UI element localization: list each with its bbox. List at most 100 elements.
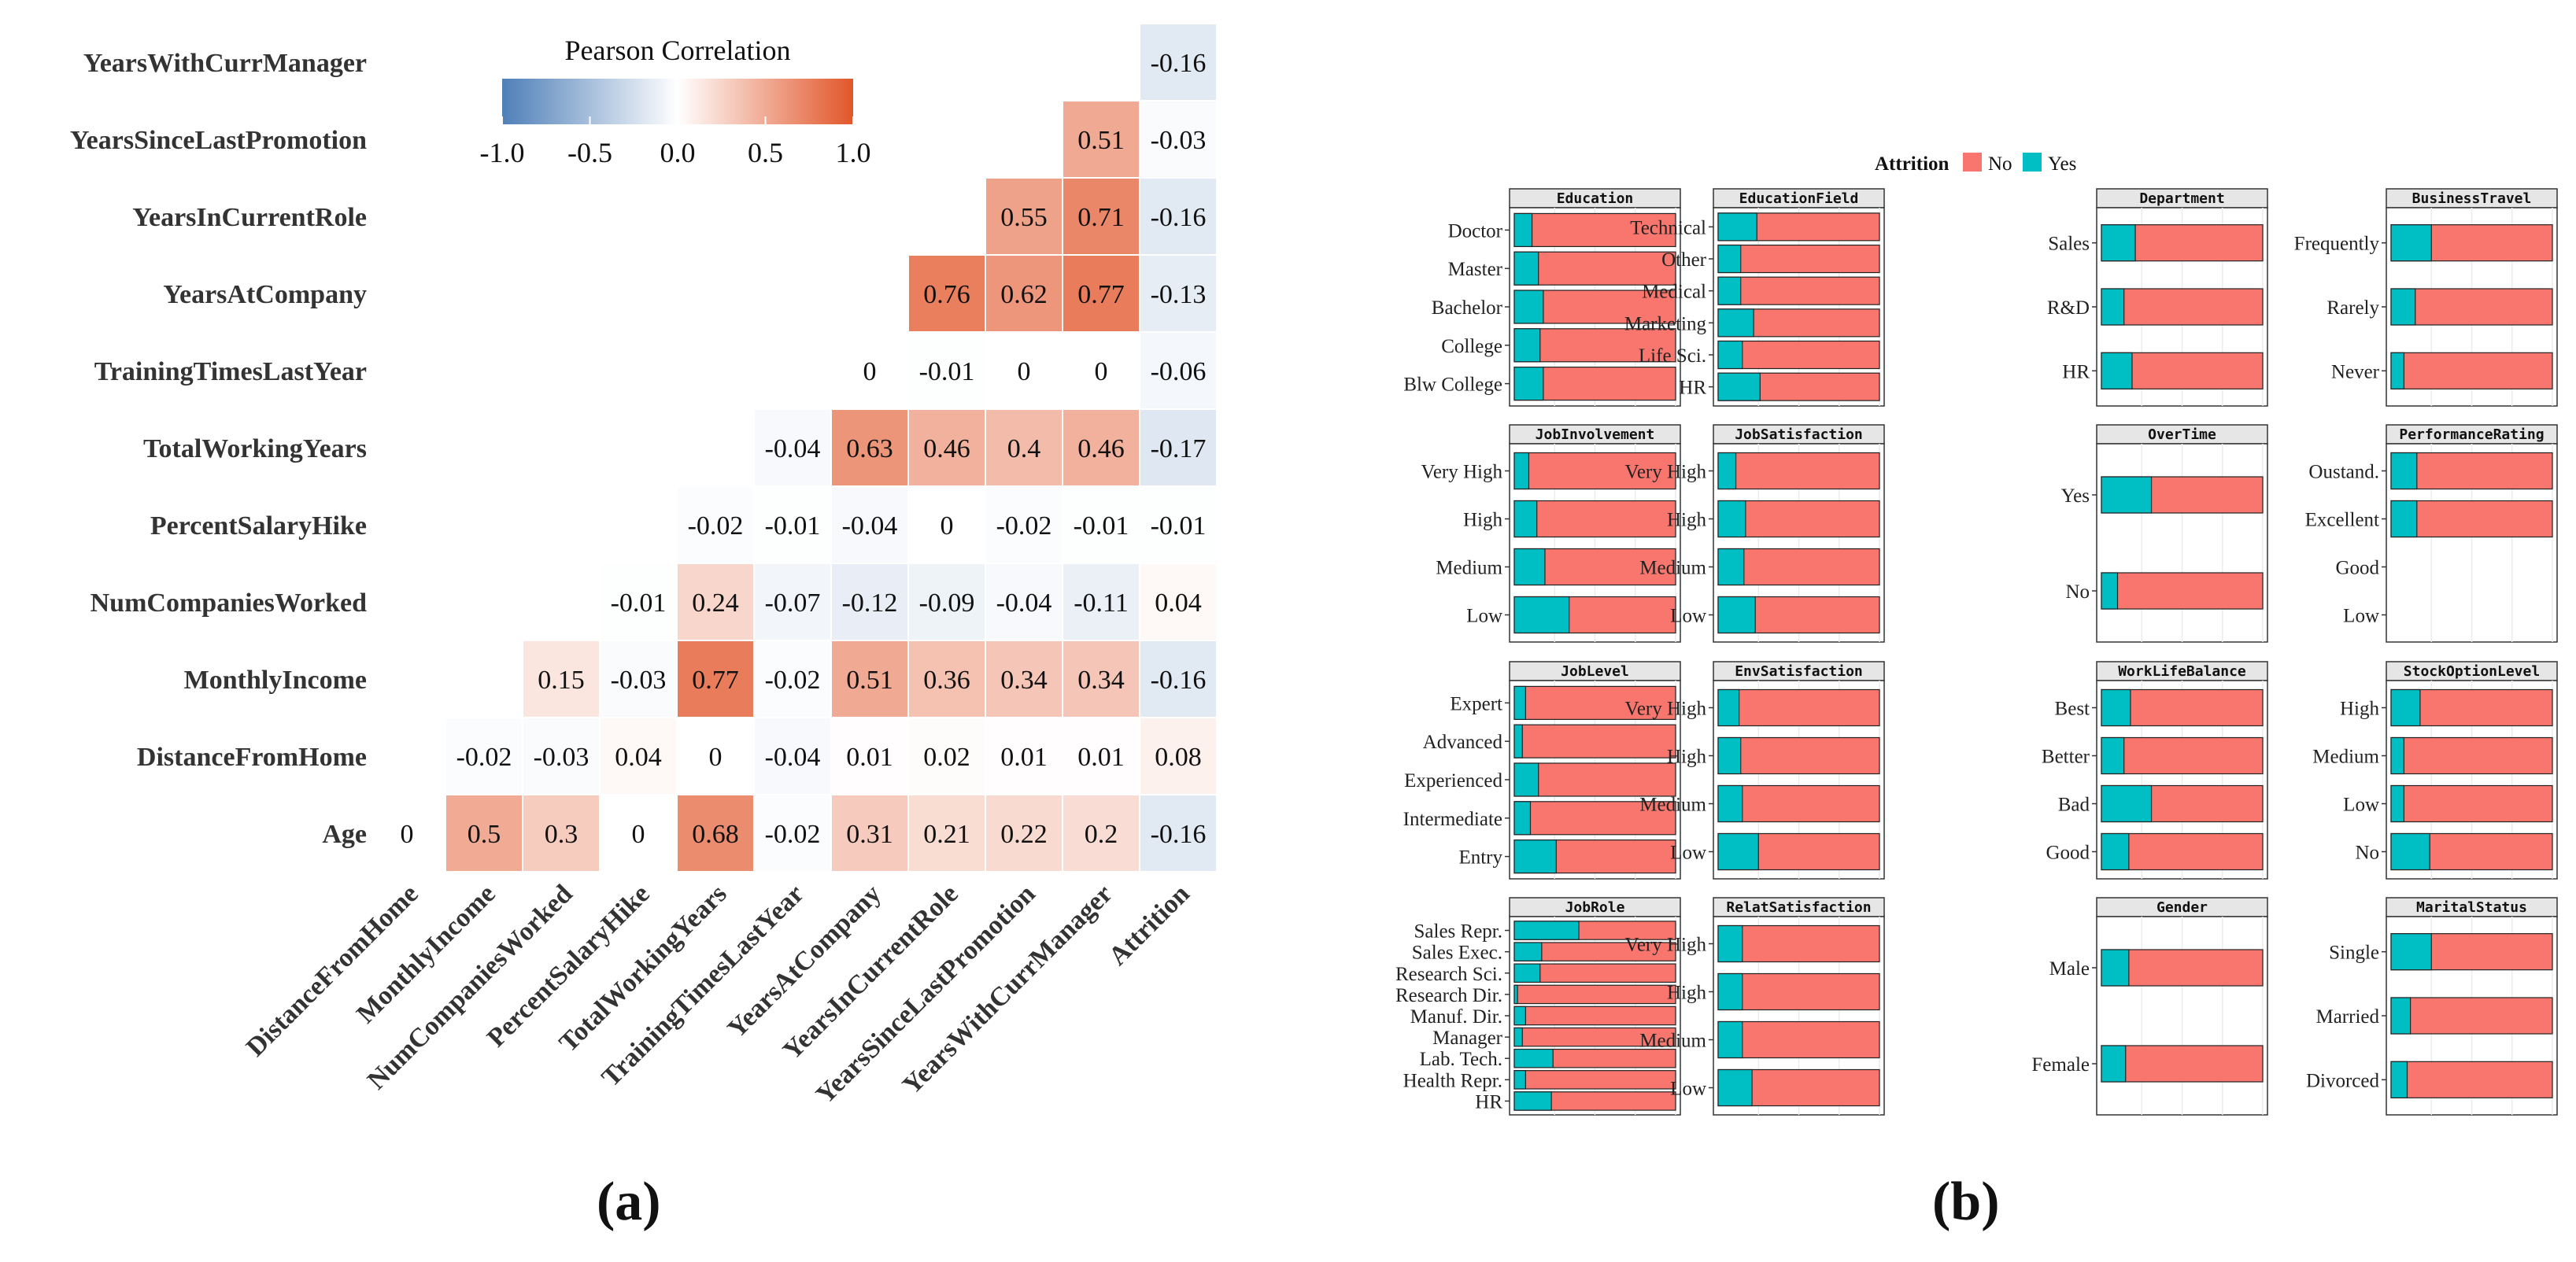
facet-gender: Gender Male Female [2031, 897, 2268, 1116]
bar-no [1717, 1020, 1880, 1059]
category-label: Medium [1639, 1031, 1706, 1052]
category-label: Frequently [2294, 234, 2380, 255]
bar-no [1717, 924, 1880, 963]
cell-value-label: 0.76 [923, 280, 970, 309]
bar-yes [1717, 784, 1743, 823]
bar-yes [2101, 688, 2131, 727]
heatmap-cell [1062, 331, 1140, 410]
bar-yes [1513, 1048, 1554, 1068]
cell-value-label: -0.01 [1151, 511, 1207, 541]
category-label: Oustand. [2308, 462, 2379, 483]
facet-joblevel: JobLevel Expert Advanced Experienced Interme… [1403, 661, 1681, 880]
cell-value-label: -0.04 [842, 511, 898, 541]
category-label: Very High [1625, 699, 1707, 720]
facet-jobrole: JobRole Sales Repr.Sales Exec.Research Sc… [1395, 897, 1681, 1116]
cell-value-label: -0.02 [996, 511, 1052, 541]
category-label: Very High [1421, 462, 1503, 483]
category-label: Never [2331, 361, 2380, 382]
bar-no [1513, 328, 1676, 363]
facet-title: Department [2139, 190, 2224, 207]
cell-value-label: 0.51 [846, 666, 893, 695]
heatmap-cell [1062, 794, 1140, 873]
cell-value-label: -0.02 [688, 511, 744, 541]
facet-strip [2386, 661, 2558, 681]
bar-no [2101, 1045, 2264, 1083]
heatmap-cell [753, 408, 832, 487]
facet-strip [1713, 661, 1885, 681]
cell-value-label: -0.06 [1151, 357, 1207, 386]
heatmap-cell [907, 485, 986, 564]
category-label: Marketing [1624, 313, 1707, 334]
bar-no [2390, 784, 2553, 823]
cell-value-label: 0.2 [1085, 820, 1118, 849]
facet-overtime: OverTime Yes No [2061, 424, 2268, 643]
cell-value-label: 0.63 [846, 434, 893, 463]
facet-title: JobSatisfaction [1735, 426, 1863, 443]
category-label: Expert [1450, 693, 1502, 714]
bar-yes [1717, 452, 1737, 490]
legend-label-yes: Yes [2048, 153, 2076, 175]
bar-no [1513, 685, 1676, 720]
facet-title: JobInvolvement [1536, 426, 1655, 443]
category-label: Manuf. Dir. [1410, 1006, 1502, 1028]
bar-yes [2390, 688, 2421, 727]
bar-no [1717, 276, 1880, 305]
heatmap-cell [522, 717, 601, 795]
category-label: Sales [2048, 234, 2090, 255]
heatmap-cell [676, 563, 755, 641]
bar-no [1717, 452, 1880, 490]
bar-yes [1513, 328, 1541, 363]
category-label: Medium [2312, 747, 2379, 768]
bar-yes [1513, 921, 1580, 940]
category-label: Research Dir. [1395, 985, 1502, 1006]
category-label: Blw College [1403, 375, 1502, 396]
row-label: MonthlyIncome [184, 666, 367, 695]
heatmap-cell [907, 794, 986, 873]
category-label: HR [2062, 361, 2090, 382]
facet-jobinvolvement: JobInvolvement Very High High Medium Low [1421, 424, 1681, 643]
cell-value-label: 0.01 [1000, 743, 1048, 772]
heatmap-cell [368, 794, 446, 873]
bar-yes [2101, 784, 2153, 823]
category-label: Single [2329, 943, 2379, 964]
cell-value-label: -0.04 [765, 743, 821, 772]
heatmap-cell [985, 563, 1063, 641]
category-label: Sales Repr. [1414, 921, 1503, 943]
bar-yes [2390, 452, 2418, 490]
category-label: Low [1670, 843, 1706, 864]
bar-no [1513, 762, 1676, 797]
category-label: Male [2049, 958, 2090, 980]
facet-title: Education [1557, 190, 1634, 207]
category-label: Female [2031, 1054, 2090, 1076]
bar-yes [2390, 1061, 2408, 1098]
facet-title: Gender [2157, 899, 2208, 916]
heatmap-cell [522, 794, 601, 873]
cell-value-label: 0.3 [545, 820, 578, 849]
category-label: Technical [1630, 217, 1706, 238]
category-label: Married [2315, 1006, 2379, 1028]
bar-yes [1717, 308, 1754, 338]
bar-no [1717, 548, 1880, 586]
category-label: Medical [1642, 282, 1706, 303]
row-label: Age [322, 820, 367, 849]
bar-yes [1717, 500, 1746, 538]
facet-title: JobLevel [1561, 663, 1629, 680]
cell-value-label: -0.16 [1151, 49, 1207, 78]
bar-yes [1513, 596, 1570, 634]
cell-value-label: -0.17 [1151, 434, 1207, 463]
bar-no [2390, 500, 2553, 538]
category-label: Low [2343, 606, 2379, 627]
heatmap-cell [676, 640, 755, 718]
cell-value-label: -0.13 [1151, 280, 1207, 309]
facet-strip [1509, 424, 1681, 445]
heatmap-cell [907, 254, 986, 333]
category-label: High [2340, 699, 2380, 720]
bar-yes [1513, 963, 1541, 983]
heatmap-cell [830, 485, 909, 564]
bar-yes [2101, 288, 2125, 326]
row-label: TotalWorkingYears [143, 434, 367, 463]
category-label: Master [1448, 259, 1503, 280]
facet-education: Education Doctor Master Bachelor College Blw … [1403, 188, 1681, 407]
category-label: Intermediate [1403, 809, 1502, 830]
bar-yes [2390, 736, 2404, 775]
